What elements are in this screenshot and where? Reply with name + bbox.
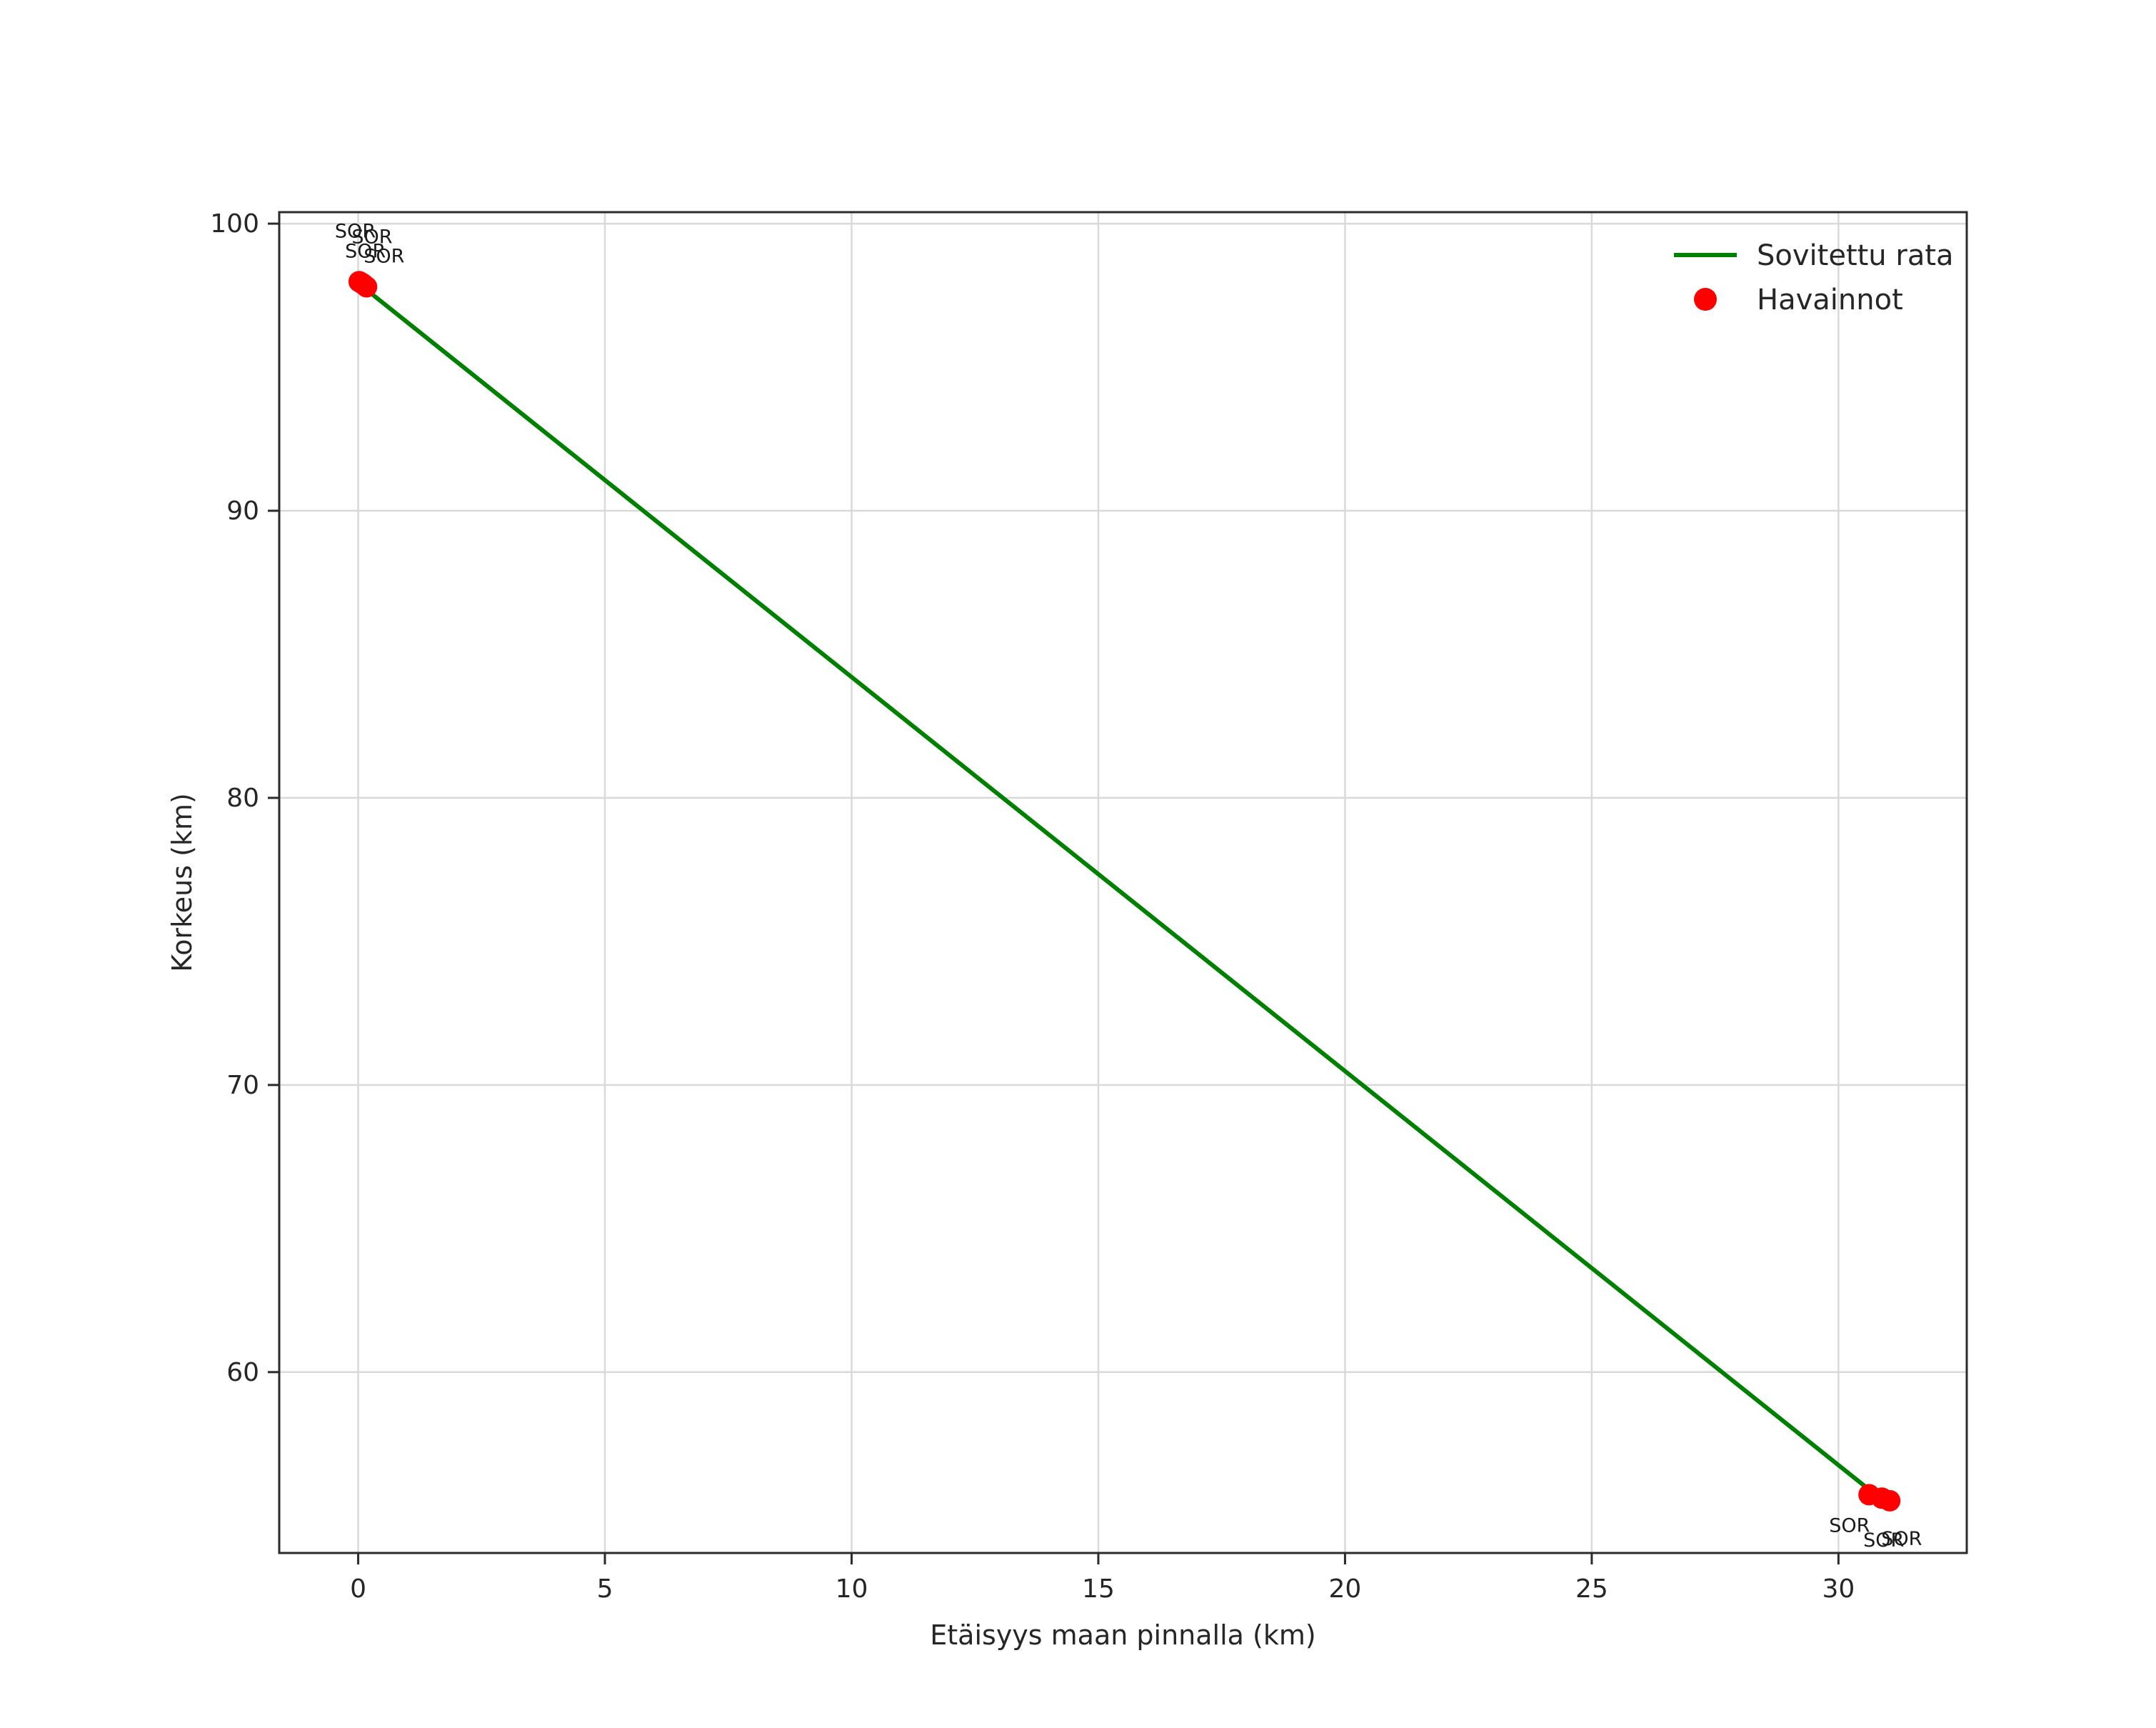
point-annotation: SOR [351,226,392,248]
legend-marker-sample [1694,288,1717,311]
x-tick-label: 25 [1575,1574,1608,1604]
legend-label: Sovitettu rata [1757,239,1954,272]
y-tick-label: 90 [226,496,259,526]
point-annotation: SOR [1863,1529,1904,1552]
y-axis-label: Korkeus (km) [166,793,198,972]
x-axis-label: Etäisyys maan pinnalla (km) [930,1619,1315,1651]
point-annotation: SOR [363,246,404,268]
y-tick-label: 60 [226,1358,259,1387]
point-annotation: SOR [345,240,386,262]
x-tick-label: 20 [1329,1574,1362,1604]
point-annotation: SOR [1829,1514,1870,1537]
data-point [1879,1489,1901,1512]
point-annotation: SOR [1881,1528,1922,1550]
y-tick-label: 70 [226,1071,259,1100]
point-annotation: SOR [335,220,376,242]
axes-frame [278,211,1968,1554]
x-tick-label: 10 [836,1574,868,1604]
fit-line [356,281,1875,1495]
y-tick-label: 100 [210,209,259,239]
x-tick-label: 15 [1082,1574,1115,1604]
data-point [356,276,378,298]
x-tick-label: 5 [597,1574,613,1604]
x-tick-label: 30 [1822,1574,1855,1604]
legend-label: Havainnot [1757,284,1903,316]
y-tick-label: 80 [226,784,259,813]
x-tick-label: 0 [350,1574,366,1604]
